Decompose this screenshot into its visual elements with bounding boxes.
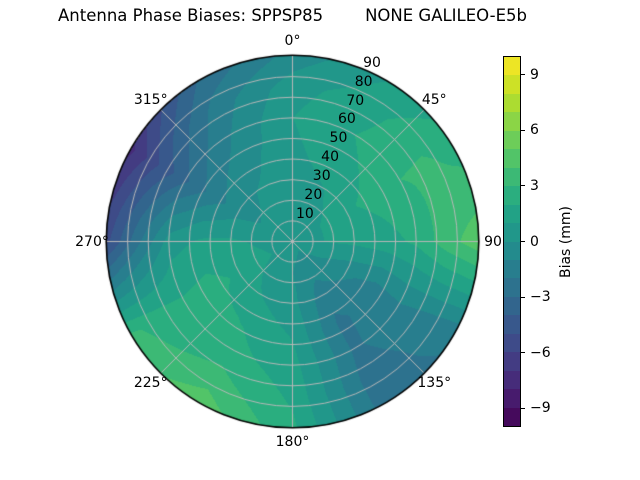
radial-tick-label-90: 90: [363, 54, 381, 71]
colorbar-segment: [504, 333, 520, 353]
colorbar-segment: [504, 186, 520, 205]
theta-tick-label-180: 180°: [275, 434, 310, 450]
colorbar-tick-label-3: 3: [530, 177, 539, 194]
colorbar-tick-label--9: −9: [530, 400, 551, 417]
colorbar-segment: [504, 259, 520, 279]
radial-tick-label-10: 10: [296, 205, 314, 222]
colorbar-tick-label--6: −6: [530, 344, 551, 361]
radial-tick-label-30: 30: [312, 167, 331, 184]
radial-tick-label-40: 40: [321, 149, 340, 166]
colorbar-segment: [504, 296, 520, 316]
chart-title: Antenna Phase Biases: SPPSP85 NONE GALIL…: [58, 6, 527, 25]
radial-tick-label-60: 60: [337, 111, 356, 128]
colorbar-segment: [504, 75, 520, 94]
theta-tick-label-225: 225°: [133, 375, 168, 392]
colorbar-segment: [504, 407, 520, 427]
colorbar-segment: [504, 389, 520, 408]
colorbar-tick: [521, 241, 525, 242]
colorbar-segment: [504, 112, 520, 131]
theta-tick-label-135: 135°: [417, 375, 452, 392]
colorbar: [503, 56, 521, 427]
radial-tick-label-20: 20: [304, 186, 323, 203]
colorbar-segment: [504, 93, 520, 113]
colorbar-segment: [504, 204, 520, 224]
colorbar-segment: [504, 223, 520, 242]
radial-tick-label-70: 70: [346, 92, 365, 109]
colorbar-segment: [504, 130, 520, 150]
colorbar-segment: [504, 278, 520, 297]
colorbar-segment: [504, 241, 520, 260]
theta-tick-label-45: 45°: [421, 91, 447, 108]
radial-tick-label-80: 80: [354, 73, 373, 90]
colorbar-segment: [504, 315, 520, 334]
colorbar-tick: [521, 74, 525, 76]
theta-tick-label-315: 315°: [133, 91, 168, 108]
theta-tick-label-270: 270°: [75, 233, 109, 250]
colorbar-tick-label-9: 9: [530, 66, 539, 83]
colorbar-segment: [504, 370, 520, 390]
theta-tick-label-90: 90: [484, 233, 502, 250]
radial-tick-label-50: 50: [329, 130, 348, 147]
colorbar-tick-label-0: 0: [530, 233, 539, 250]
theta-tick-label-0: 0°: [284, 33, 301, 49]
colorbar-tick: [521, 129, 525, 131]
colorbar-tick: [521, 352, 525, 354]
colorbar-segment: [504, 167, 520, 187]
colorbar-tick-label-6: 6: [530, 122, 539, 139]
colorbar-axis-label: Bias (mm): [558, 205, 574, 279]
colorbar-segment: [504, 149, 520, 168]
colorbar-segment: [504, 352, 520, 371]
colorbar-segment: [504, 57, 520, 76]
colorbar-tick: [521, 185, 525, 187]
colorbar-tick: [521, 296, 525, 298]
colorbar-tick: [521, 407, 525, 409]
colorbar-tick-label--3: −3: [530, 289, 551, 306]
